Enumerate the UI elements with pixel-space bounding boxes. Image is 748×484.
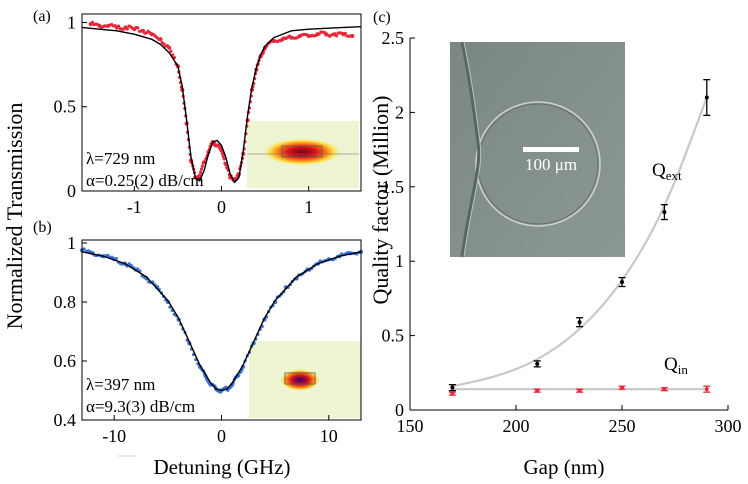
annotation-loss-a: α=0.25(2) dB/cm — [86, 171, 204, 190]
plot-b-ytick-label: 0.6 — [54, 351, 77, 371]
panel-b: -10 0 10 0.4 0.6 0.8 1 (b) λ=397 nm α=9.3(3) d… — [33, 219, 364, 479]
plot-a-ticks: -1 0 1 0 0.5 1 — [54, 12, 314, 217]
error-point-qin — [660, 387, 668, 392]
fit-line-a — [81, 25, 362, 184]
plot-c-ytick-label: 0 — [395, 400, 404, 420]
data-point-a — [158, 37, 163, 42]
data-point-a — [334, 34, 339, 38]
plot-b-ytick-label: 1 — [67, 233, 76, 253]
data-point-a — [200, 164, 204, 168]
series-c-qext — [448, 79, 711, 392]
plot-c-xtick-label: 250 — [609, 416, 636, 436]
plot-c-ticks: 150 200 250 300 0 0.5 1 1.5 2 2.5 — [382, 28, 742, 436]
plot-a-xtick-label: -1 — [127, 197, 142, 217]
microscope-image: 100 μm — [450, 41, 625, 258]
plot-c-ytick-label: 1 — [395, 251, 404, 271]
data-point-a — [136, 26, 140, 30]
error-point-qin — [576, 388, 584, 393]
plot-b-ticks: -10 0 10 0.4 0.6 0.8 1 — [54, 233, 338, 446]
fit-line-b — [81, 251, 362, 392]
panel-a: -1 0 1 0 0.5 1 (a) λ=729 nm α=0.25(2) dB/cm — [33, 8, 362, 217]
plot-b-data — [79, 247, 364, 394]
error-point-qin — [618, 385, 626, 390]
data-point-a — [220, 152, 224, 156]
scale-bar-label: 100 μm — [525, 155, 577, 174]
plot-c-ytick-label: 0.5 — [382, 326, 405, 346]
x-axis-label-c: Gap (nm) — [523, 455, 604, 479]
plot-c-ytick-label: 2.5 — [382, 28, 405, 48]
series-label-qext: Qext — [652, 160, 682, 183]
plot-a-xtick-label: 1 — [304, 197, 313, 217]
plot-a-xtick-label: 0 — [217, 197, 226, 217]
plot-b-ytick-label: 0.8 — [54, 292, 77, 312]
data-point-b — [114, 257, 118, 261]
error-point-qin — [703, 385, 711, 393]
data-point-a — [343, 31, 347, 36]
data-point-a — [90, 20, 95, 25]
plot-a-ytick-label: 0.5 — [54, 97, 77, 117]
series-label-qin-main: Q — [664, 354, 678, 375]
annotation-loss-b: α=9.3(3) dB/cm — [86, 397, 195, 416]
plot-b-ytick-label: 0.4 — [54, 410, 77, 430]
plot-b-xtick-label: 0 — [217, 426, 226, 446]
plot-c-xtick-label: 300 — [715, 416, 742, 436]
data-point-b — [127, 262, 131, 266]
data-point-a — [169, 49, 173, 53]
data-point-a — [222, 157, 226, 161]
series-label-qin: Qin — [664, 354, 688, 377]
error-point-qin — [533, 388, 541, 393]
data-point-b — [136, 267, 140, 271]
annotation-wavelength-a: λ=729 nm — [86, 149, 155, 168]
plot-a-ytick-label: 0 — [67, 181, 76, 201]
error-point-qext — [448, 384, 456, 392]
plot-a-ytick-label: 1 — [67, 12, 76, 32]
error-point-qext — [533, 360, 541, 368]
plot-c-frame — [409, 38, 728, 411]
plot-b-xtick-label: -10 — [102, 426, 126, 446]
x-axis-label-b: Detuning (GHz) — [153, 455, 290, 479]
shared-y-axis-label: Normalized Transmission — [2, 103, 27, 330]
series-c-qin — [448, 385, 711, 396]
plot-c-ytick-label: 1.5 — [382, 177, 405, 197]
data-point-a — [199, 167, 204, 171]
error-point-qext — [618, 276, 626, 288]
data-point-b — [82, 247, 86, 251]
panel-label-b: (b) — [33, 219, 52, 236]
plot-c-ytick-label: 2 — [395, 102, 404, 122]
data-point-a — [117, 24, 121, 28]
series-label-qin-sub: in — [678, 362, 689, 377]
plot-a-data — [81, 20, 362, 184]
plot-c-xtick-label: 150 — [397, 416, 424, 436]
y-axis-label-c: Quality factor (Million) — [368, 96, 393, 305]
plot-c-data — [448, 79, 711, 396]
data-point-a — [125, 27, 129, 31]
plot-b-xtick-label: 10 — [320, 426, 338, 446]
data-point-a — [221, 154, 225, 159]
series-label-qext-sub: ext — [666, 168, 682, 183]
panel-label-c: (c) — [373, 9, 391, 26]
annotation-wavelength-b: λ=397 nm — [86, 375, 155, 394]
series-label-qext-main: Q — [652, 160, 666, 181]
data-point-a — [167, 45, 172, 50]
mode-profile-image-a — [247, 121, 359, 188]
plot-c-xtick-label: 200 — [503, 416, 530, 436]
data-point-a — [198, 170, 203, 175]
panel-c: 100 μm 150 200 250 300 0 0.5 1 1.5 2 2.5 (c) Qext… — [368, 9, 742, 479]
panel-label-a: (a) — [33, 8, 51, 25]
error-point-qin — [448, 391, 456, 396]
error-point-qext — [703, 79, 711, 117]
error-point-qext — [576, 317, 584, 328]
data-point-a — [350, 33, 355, 39]
error-point-qext — [660, 204, 668, 221]
fit-curve-qext-fit — [452, 97, 708, 388]
mode-profile-image-b — [249, 341, 361, 418]
